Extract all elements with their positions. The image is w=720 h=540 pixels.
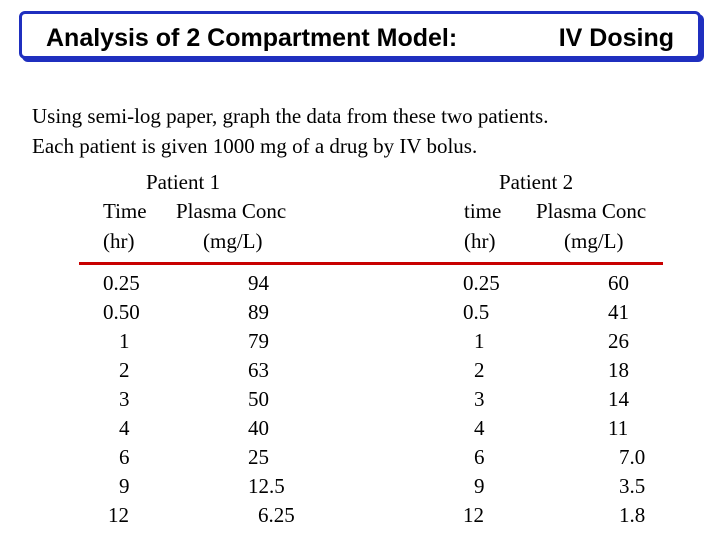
patient2-conc-header: Plasma Conc [536,199,647,223]
patient1-time-cell: 9 [119,474,130,498]
patient1-time-cell: 0.25 [103,271,140,295]
patient2-time-cell: 3 [474,387,485,411]
patient2-time-cell: 9 [474,474,485,498]
patient1-conc-cell: 12.5 [248,474,285,498]
patient1-heading: Patient 1 [146,170,221,194]
header-divider [79,262,663,265]
patient1-conc-cell: 94 [248,271,269,295]
patient2-conc-unit: (mg/L) [564,229,624,253]
patient2-time-cell: 2 [474,358,485,382]
slide-subtitle: IV Dosing [558,24,674,52]
patient2-conc-cell: 7.0 [619,445,646,469]
patient2-conc-cell: 26 [608,329,629,353]
patient1-time-header: Time [103,199,147,223]
patient1-time-cell: 3 [119,387,130,411]
patient1-conc-cell: 63 [248,358,269,382]
patient1-time-cell: 2 [119,358,130,382]
instruction-line: Each patient is given 1000 mg of a drug … [32,134,478,158]
patient2-time-cell: 4 [474,416,485,440]
patient1-time-cell: 4 [119,416,130,440]
patient1-time-cell: 1 [119,329,130,353]
patient2-conc-cell: 14 [608,387,629,411]
instruction-line: Using semi-log paper, graph the data fro… [32,104,549,128]
patient1-time-cell: 6 [119,445,130,469]
patient1-conc-cell: 50 [248,387,269,411]
patient1-conc-cell: 25 [248,445,269,469]
patient2-conc-cell: 18 [608,358,629,382]
slide-title: Analysis of 2 Compartment Model: [46,24,458,52]
patient1-time-unit: (hr) [103,229,135,253]
patient2-conc-cell: 60 [608,271,629,295]
patient2-time-cell: 12 [463,503,484,527]
patient2-conc-cell: 3.5 [619,474,646,498]
patient1-conc-unit: (mg/L) [203,229,263,253]
patient2-conc-cell: 41 [608,300,629,324]
patient1-conc-cell: 89 [248,300,269,324]
patient1-conc-cell: 40 [248,416,269,440]
patient1-time-cell: 12 [108,503,129,527]
patient2-time-cell: 0.5 [463,300,490,324]
patient2-time-cell: 0.25 [463,271,500,295]
patient2-time-cell: 1 [474,329,485,353]
instructions: Using semi-log paper, graph the data fro… [32,101,702,161]
patient2-time-cell: 6 [474,445,485,469]
patient2-time-header: time [464,199,502,223]
title-box: Analysis of 2 Compartment Model: IV Dosi… [19,11,701,59]
patient1-conc-header: Plasma Conc [176,199,287,223]
patient2-conc-cell: 11 [608,416,629,440]
patient1-time-cell: 0.50 [103,300,140,324]
patient2-heading: Patient 2 [499,170,574,194]
patient1-conc-cell: 6.25 [258,503,295,527]
patient2-conc-cell: 1.8 [619,503,646,527]
patient1-conc-cell: 79 [248,329,269,353]
patient2-time-unit: (hr) [464,229,496,253]
